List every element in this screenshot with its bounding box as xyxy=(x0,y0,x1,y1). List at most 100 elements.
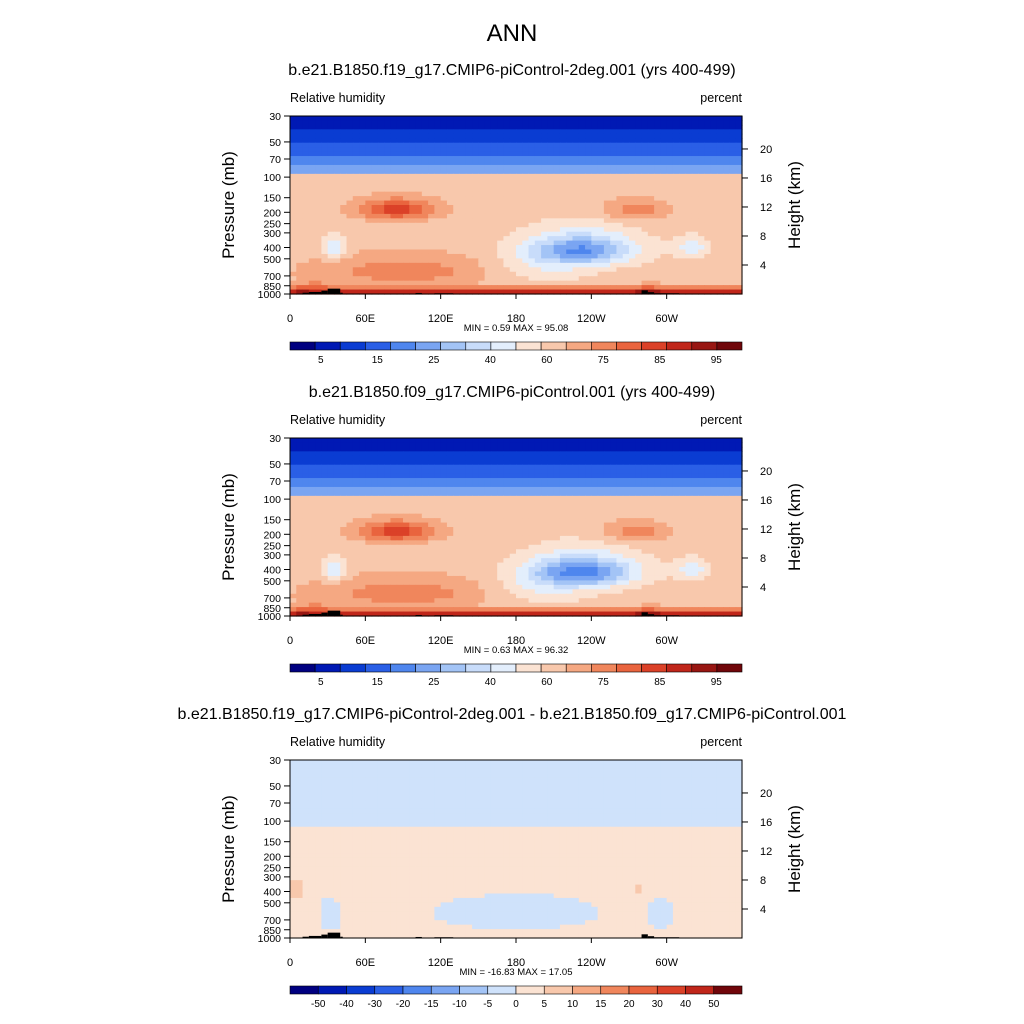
field-cell xyxy=(409,142,417,148)
field-cell xyxy=(478,218,486,224)
field-cell xyxy=(716,253,724,259)
field-cell xyxy=(666,227,674,233)
field-cell xyxy=(610,455,618,461)
field-cell xyxy=(660,531,668,537)
field-cell xyxy=(597,124,605,130)
field-cell xyxy=(346,469,354,475)
field-cell xyxy=(321,531,329,537)
field-cell xyxy=(440,509,448,515)
field-cell xyxy=(559,200,567,206)
field-cell xyxy=(572,482,580,488)
field-cell xyxy=(434,156,442,162)
field-cell xyxy=(528,267,536,273)
field-cell xyxy=(635,133,643,139)
field-cell xyxy=(509,464,517,470)
field-cell xyxy=(622,473,630,479)
field-cell xyxy=(371,209,379,215)
field-cell xyxy=(428,173,435,179)
field-cell xyxy=(490,138,498,144)
field-cell xyxy=(321,558,329,564)
field-cell xyxy=(679,442,687,448)
field-cell xyxy=(365,178,373,184)
field-cell xyxy=(390,156,398,162)
field-cell xyxy=(666,473,674,479)
field-cell xyxy=(666,133,674,139)
field-cell xyxy=(723,138,731,144)
field-cell xyxy=(710,553,718,559)
field-cell xyxy=(327,200,335,206)
field-cell xyxy=(591,124,599,130)
field-cell xyxy=(421,142,429,148)
field-cell xyxy=(647,491,655,497)
field-cell xyxy=(497,544,505,550)
field-cell xyxy=(503,522,511,528)
field-cell xyxy=(698,553,705,559)
field-cell xyxy=(635,531,643,537)
field-cell xyxy=(610,213,618,219)
field-cell xyxy=(359,138,366,144)
field-cell xyxy=(635,267,643,273)
field-cell xyxy=(365,116,373,122)
field-cell xyxy=(534,124,542,130)
field-cell xyxy=(691,491,699,497)
field-cell xyxy=(660,222,668,228)
field-cell xyxy=(409,209,417,215)
field-cell xyxy=(710,231,718,237)
field-cell xyxy=(572,213,580,219)
field-cell xyxy=(308,178,316,184)
field-cell xyxy=(321,213,329,219)
field-cell xyxy=(359,464,366,470)
field-cell xyxy=(522,196,530,202)
field-cell xyxy=(541,276,548,282)
field-cell xyxy=(654,276,661,282)
field-cell xyxy=(434,455,442,461)
field-cell xyxy=(359,245,366,251)
field-cell xyxy=(647,191,655,197)
field-cell xyxy=(660,513,668,519)
field-cell xyxy=(622,527,630,533)
field-cell xyxy=(672,455,680,461)
field-cell xyxy=(572,142,580,148)
field-cell xyxy=(428,205,435,211)
field-cell xyxy=(409,191,417,197)
field-cell xyxy=(729,191,737,197)
field-cell xyxy=(503,200,511,206)
field-cell xyxy=(371,513,379,519)
field-cell xyxy=(660,231,668,237)
field-cell xyxy=(735,486,743,492)
field-cell xyxy=(704,482,712,488)
field-cell xyxy=(503,267,511,273)
chart-panel-2: Relative humidity percent3050701001502002… xyxy=(219,413,804,688)
field-cell xyxy=(629,160,636,166)
field-cell xyxy=(591,285,599,291)
field-cell xyxy=(672,446,680,452)
field-cell xyxy=(735,222,743,228)
field-cell xyxy=(333,196,341,202)
field-cell xyxy=(302,460,310,466)
field-cell xyxy=(666,491,674,497)
field-cell xyxy=(290,438,297,444)
field-cell xyxy=(340,160,348,166)
field-cell xyxy=(352,116,360,122)
field-cell xyxy=(541,451,548,457)
field-cell xyxy=(603,531,611,537)
field-cell xyxy=(472,138,479,144)
field-cell xyxy=(308,209,316,215)
field-cell xyxy=(528,460,536,466)
field-cell xyxy=(729,482,737,488)
field-cell xyxy=(647,133,655,139)
field-cell xyxy=(553,173,561,179)
field-cell xyxy=(641,486,649,492)
field-cell xyxy=(516,460,523,466)
field-cell xyxy=(359,455,366,461)
field-cell xyxy=(478,173,486,179)
field-cell xyxy=(660,124,668,130)
field-cell xyxy=(729,478,737,484)
field-cell xyxy=(691,169,699,175)
field-cell xyxy=(585,147,592,153)
field-cell xyxy=(396,169,404,175)
field-cell xyxy=(490,147,498,153)
field-cell xyxy=(396,504,404,510)
field-cell xyxy=(660,478,668,484)
field-cell xyxy=(723,469,731,475)
